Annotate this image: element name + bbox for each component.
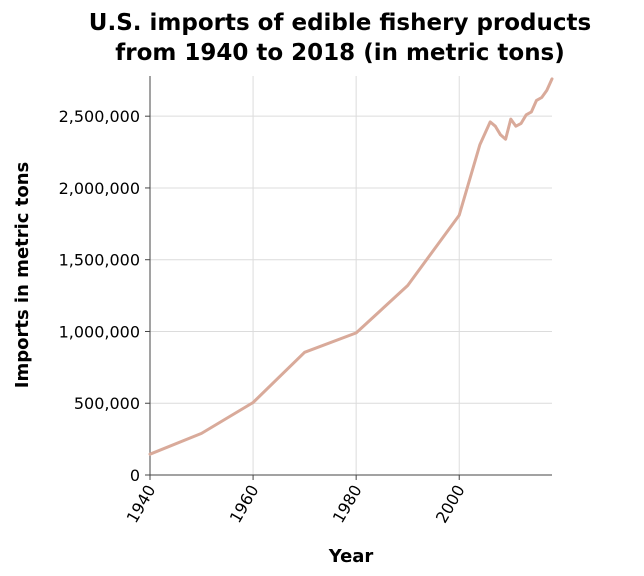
chart-title-line-2: from 1940 to 2018 (in metric tons) (115, 40, 565, 66)
y-tick-label: 2,500,000 (59, 107, 140, 126)
x-tick-label: 1960 (226, 482, 263, 527)
series (148, 77, 554, 456)
chart-title-line-1: U.S. imports of edible fishery products (89, 10, 591, 36)
x-tick-label: 2000 (432, 482, 469, 527)
axes (145, 76, 552, 480)
x-tick-label: 1980 (329, 482, 366, 527)
x-axis-title: Year (328, 546, 374, 567)
series-line (148, 77, 554, 456)
gridlines (150, 76, 552, 475)
y-axis-title: Imports in metric tons (12, 162, 33, 388)
y-tick-label: 0 (130, 466, 140, 485)
tick-labels: 0 500,000 1,000,000 1,500,000 2,000,000 2,500… (59, 107, 469, 526)
x-tick-label: 1940 (123, 482, 160, 527)
y-tick-label: 500,000 (74, 394, 140, 413)
y-tick-label: 1,000,000 (59, 322, 140, 341)
y-tick-label: 2,000,000 (59, 179, 140, 198)
y-tick-label: 1,500,000 (59, 251, 140, 270)
